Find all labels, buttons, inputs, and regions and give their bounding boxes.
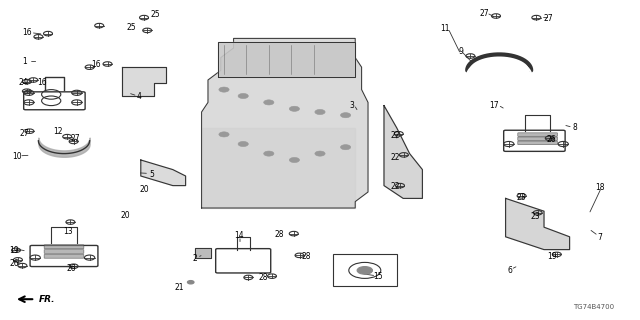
Polygon shape [202,128,355,208]
Text: 4: 4 [136,92,141,101]
Polygon shape [141,160,186,186]
Circle shape [188,281,194,284]
FancyBboxPatch shape [333,254,397,286]
FancyBboxPatch shape [518,133,557,136]
Text: 26: 26 [9,259,19,268]
Text: 10: 10 [12,152,22,161]
Text: 12: 12 [53,127,62,136]
Circle shape [357,267,372,274]
Circle shape [340,113,351,118]
Text: 22: 22 [390,153,399,162]
Text: 21: 21 [175,283,184,292]
FancyBboxPatch shape [44,245,84,249]
Text: 16: 16 [37,78,47,87]
Text: 26: 26 [547,135,557,144]
Polygon shape [202,38,368,208]
Text: 20: 20 [120,211,131,220]
Text: 9: 9 [458,47,463,56]
Circle shape [219,87,229,92]
Text: 5: 5 [149,170,154,179]
Text: 27: 27 [70,134,80,143]
Circle shape [219,132,229,137]
Text: 13: 13 [63,227,74,236]
FancyBboxPatch shape [216,249,271,273]
Text: 1: 1 [22,57,27,66]
Text: 27: 27 [543,14,554,23]
Text: 2: 2 [192,254,197,263]
Circle shape [183,278,198,286]
Text: 14: 14 [234,231,244,240]
Text: 28: 28 [259,273,268,282]
Text: 25: 25 [150,10,160,19]
Circle shape [315,151,325,156]
FancyBboxPatch shape [44,250,84,253]
Text: 3: 3 [349,101,355,110]
Text: 16: 16 [22,28,32,37]
Circle shape [289,157,300,163]
FancyBboxPatch shape [24,92,85,110]
Circle shape [289,106,300,111]
Polygon shape [122,67,166,96]
Text: TG74B4700: TG74B4700 [573,304,614,310]
Text: 19: 19 [547,252,557,261]
Circle shape [315,109,325,115]
Text: 20: 20 [140,185,150,194]
Circle shape [264,100,274,105]
Circle shape [238,93,248,99]
FancyBboxPatch shape [504,130,565,151]
Text: 6: 6 [508,266,513,275]
FancyBboxPatch shape [518,141,557,145]
Text: 22: 22 [390,131,399,140]
Text: 7: 7 [597,233,602,242]
FancyBboxPatch shape [44,254,84,258]
Text: 27: 27 [19,129,29,138]
Polygon shape [218,42,355,77]
FancyBboxPatch shape [518,137,557,140]
Polygon shape [384,106,422,198]
Circle shape [264,151,274,156]
Text: 25: 25 [126,23,136,32]
Text: 18: 18 [595,183,604,192]
Text: 19: 19 [9,246,19,255]
Text: 17: 17 [489,101,499,110]
Text: 15: 15 [372,272,383,281]
Text: 8: 8 [572,123,577,132]
Polygon shape [195,248,211,258]
Text: 11: 11 [440,24,449,33]
Text: 16: 16 [91,60,101,69]
Text: 24: 24 [19,78,29,87]
Circle shape [340,145,351,150]
Polygon shape [506,198,570,250]
Circle shape [238,141,248,147]
Text: 23: 23 [516,193,527,202]
Text: FR.: FR. [38,295,55,304]
FancyBboxPatch shape [30,245,98,267]
Text: 28: 28 [275,230,284,239]
Text: 23: 23 [531,212,541,221]
Text: 28: 28 [301,252,310,261]
Text: 26: 26 [67,264,77,273]
Text: 27: 27 [479,9,490,18]
Text: 22: 22 [390,182,399,191]
